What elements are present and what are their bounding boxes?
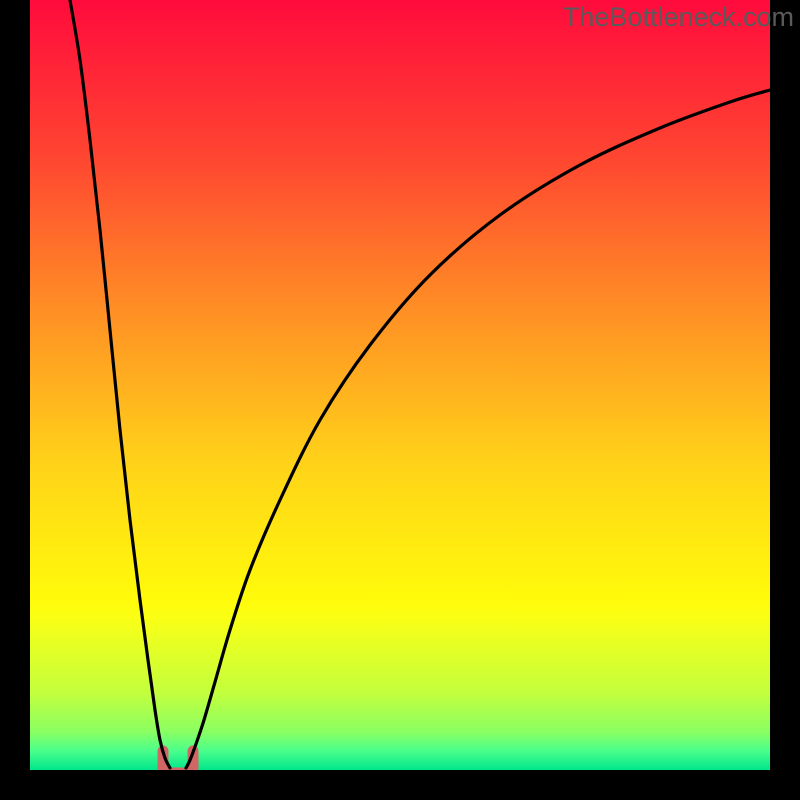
border-left xyxy=(0,0,30,800)
border-bottom xyxy=(0,770,800,800)
gradient-background xyxy=(30,0,770,770)
bottleneck-chart xyxy=(0,0,800,800)
watermark-text: TheBottleneck.com xyxy=(563,2,794,33)
border-right xyxy=(770,0,800,800)
chart-container: TheBottleneck.com xyxy=(0,0,800,800)
